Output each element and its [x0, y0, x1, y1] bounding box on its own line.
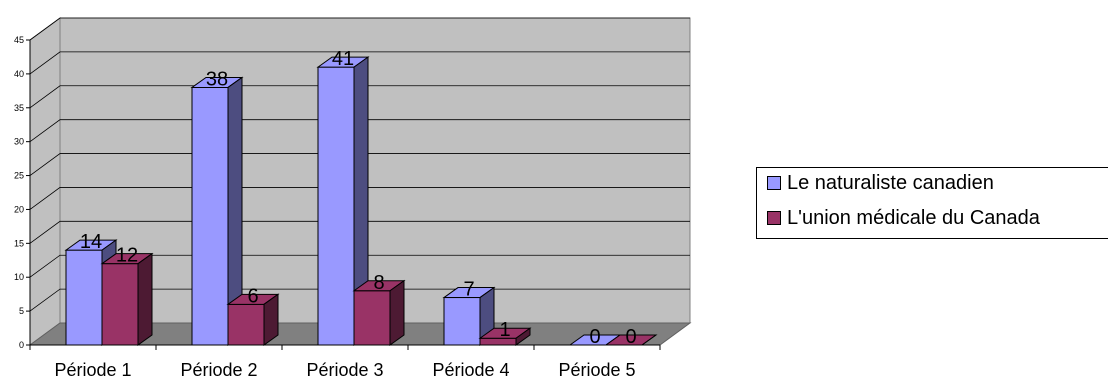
legend-item-series-1: Le naturaliste canadien	[767, 172, 994, 194]
y-axis: 0 5 10 15 20 25 30 35 40 45	[14, 35, 31, 350]
legend-swatch-series-2	[767, 211, 781, 225]
y-tick-label: 40	[14, 69, 24, 79]
y-tick-label: 5	[19, 306, 24, 316]
x-tick-label: Période 5	[558, 360, 635, 380]
bar-front	[101, 263, 139, 346]
x-tick-label: Période 3	[306, 360, 383, 380]
gridline	[29, 254, 690, 278]
gridline	[29, 17, 690, 41]
y-tick-label: 15	[14, 238, 24, 248]
bar	[604, 334, 658, 346]
y-tick-label: 45	[14, 35, 24, 45]
data-labels: 14 12 38 6 41 8 7 1 0 0	[80, 48, 637, 348]
bar-front	[65, 249, 103, 346]
gridline	[29, 51, 690, 75]
data-label: 0	[589, 326, 600, 348]
data-label: 38	[206, 68, 228, 90]
data-label: 41	[332, 48, 354, 70]
gridline	[29, 119, 690, 142]
y-tick-label: 30	[14, 137, 24, 147]
back-wall	[59, 17, 691, 324]
y-tick-label: 35	[14, 103, 24, 113]
y-tick-label: 25	[14, 171, 24, 181]
data-label: 6	[247, 285, 258, 307]
bar-side	[137, 252, 153, 346]
y-tick-label: 10	[14, 272, 24, 282]
bar-front	[479, 337, 517, 346]
gridline	[29, 153, 690, 176]
bar	[478, 327, 532, 346]
bar	[316, 56, 370, 346]
data-label: 7	[463, 279, 474, 301]
y-tick-label: 20	[14, 204, 24, 214]
bar-side	[641, 334, 657, 346]
legend-item-series-2: L'union médicale du Canada	[767, 207, 1040, 229]
legend-swatch-series-1	[767, 176, 781, 190]
bars	[64, 56, 658, 346]
bar-front	[191, 86, 229, 346]
gridlines	[29, 17, 690, 312]
legend-label-series-1: Le naturaliste canadien	[787, 171, 994, 194]
legend: Le naturaliste canadien L'union médicale…	[756, 167, 1108, 239]
bar-side	[263, 293, 279, 346]
bar-front	[317, 66, 355, 346]
bar	[100, 252, 154, 346]
data-label: 12	[116, 245, 138, 267]
gridline	[29, 187, 690, 210]
data-label: 0	[625, 326, 636, 348]
bar	[442, 286, 496, 346]
data-label: 8	[373, 272, 384, 294]
bar-front	[443, 297, 481, 346]
bar-front	[353, 290, 391, 346]
data-label: 1	[499, 319, 510, 341]
bar-side	[515, 327, 531, 346]
data-label: 14	[80, 231, 102, 253]
gridline	[29, 85, 690, 109]
side-wall	[29, 17, 61, 346]
x-tick-label: Période 2	[180, 360, 257, 380]
gridline	[29, 220, 690, 244]
x-axis: Période 1 Période 2 Période 3 Période 4 Péri…	[29, 344, 661, 380]
x-tick-label: Période 4	[432, 360, 509, 380]
bar-side	[389, 279, 405, 346]
bar	[352, 279, 406, 346]
chart-walls	[29, 17, 691, 346]
bar-front	[227, 303, 265, 346]
y-tick-label: 0	[19, 340, 24, 350]
x-tick-label: Période 1	[54, 360, 131, 380]
bar	[226, 293, 280, 346]
legend-label-series-2: L'union médicale du Canada	[787, 206, 1040, 229]
